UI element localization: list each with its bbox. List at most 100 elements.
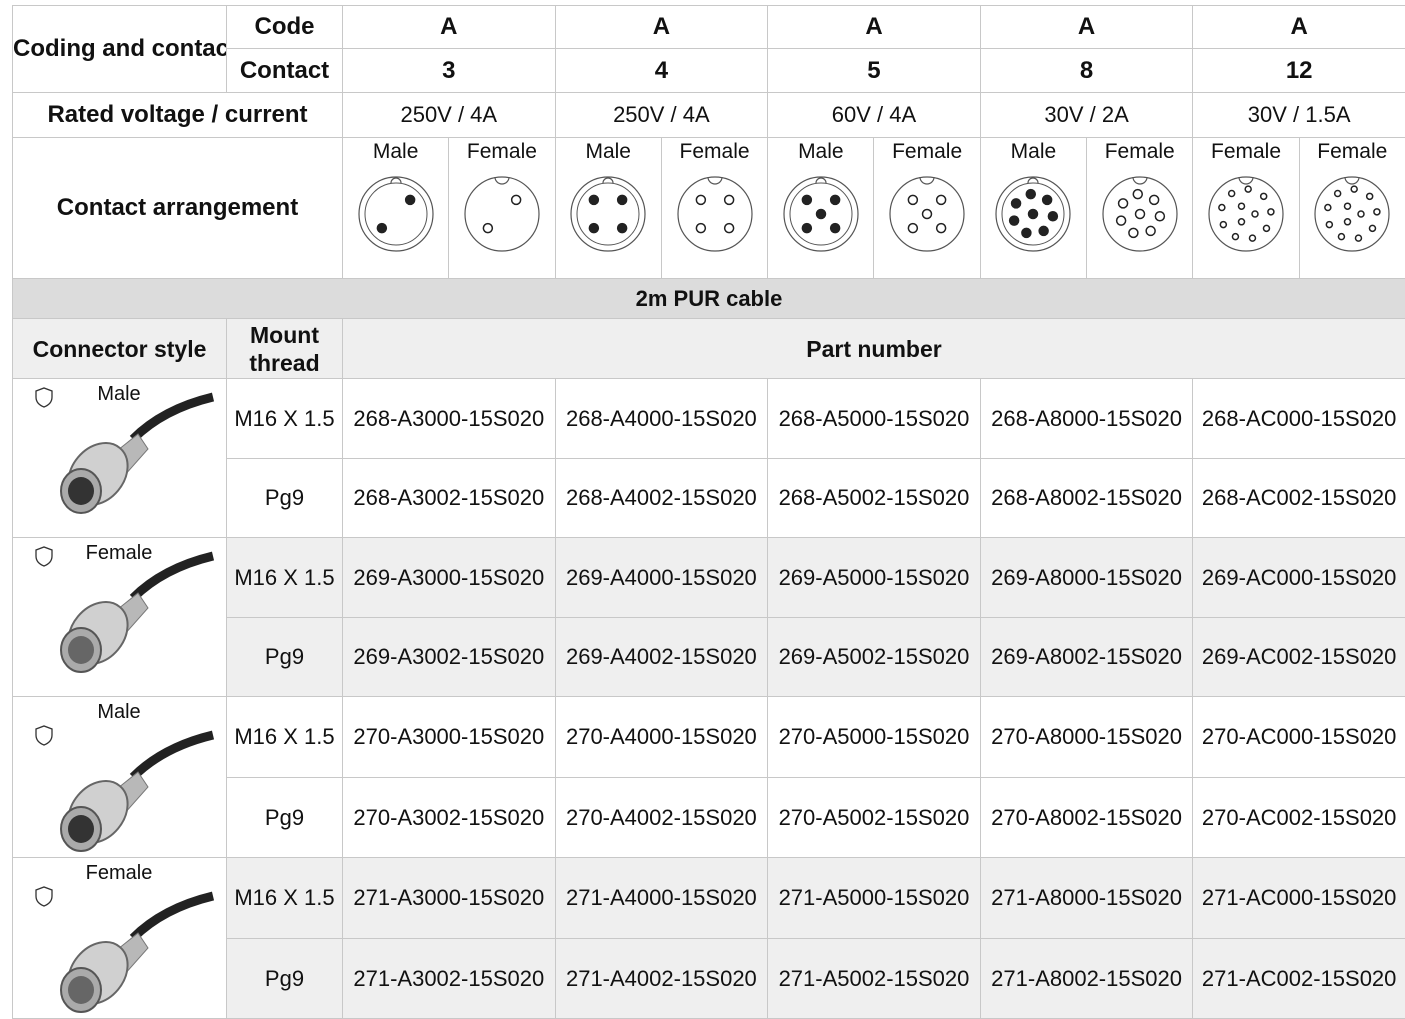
rating-cell: 60V / 4A	[768, 93, 981, 138]
rating-cell: 30V / 2A	[980, 93, 1193, 138]
mount-thread: Pg9	[227, 618, 343, 697]
gender-label: Female	[662, 140, 767, 164]
arrangement-cell: Female	[1193, 138, 1299, 279]
part-number: 271-A4002-15S020	[555, 939, 768, 1019]
gender-label: Male	[556, 140, 661, 164]
mount-thread: M16 X 1.5	[227, 538, 343, 618]
spec-table: Coding and contactsCodeAAAAAContact34581…	[12, 5, 1405, 1019]
part-number: 268-A5002-15S020	[768, 459, 981, 538]
mount-thread: M16 X 1.5	[227, 697, 343, 778]
pin-diagram	[887, 174, 967, 254]
code-cell: A	[980, 6, 1193, 49]
arrangement-cell: Male	[343, 138, 449, 279]
pin-diagram	[462, 174, 542, 254]
part-number: 269-A3002-15S020	[343, 618, 556, 697]
mount-thread: Pg9	[227, 939, 343, 1019]
row-label: Code	[227, 6, 343, 49]
section-title: 2m PUR cable	[13, 279, 1405, 319]
part-number: 270-A4000-15S020	[555, 697, 768, 778]
part-number: 270-A3000-15S020	[343, 697, 556, 778]
pin-diagram	[993, 174, 1073, 254]
arrangement-cell: Male	[980, 138, 1086, 279]
part-number: 268-A3002-15S020	[343, 459, 556, 538]
column-header: Part number	[343, 319, 1405, 379]
row-label: Coding and contacts	[13, 6, 227, 93]
gender-label: Female	[1300, 140, 1405, 164]
rating-cell: 250V / 4A	[343, 93, 556, 138]
pin-diagram	[1100, 174, 1180, 254]
code-cell: A	[555, 6, 768, 49]
pin-diagram	[1312, 174, 1392, 254]
connector-style: Female	[13, 858, 227, 1019]
gender-label: Female	[1087, 140, 1192, 164]
connector-style: Male	[13, 379, 227, 538]
part-number: 269-A5000-15S020	[768, 538, 981, 618]
part-number: 268-A8002-15S020	[980, 459, 1193, 538]
part-number: 270-A8002-15S020	[980, 778, 1193, 858]
gender-label: Male	[768, 140, 873, 164]
row-label: Rated voltage / current	[13, 93, 343, 138]
part-number: 270-AC000-15S020	[1193, 697, 1405, 778]
mount-thread: M16 X 1.5	[227, 379, 343, 459]
connector-style: Male	[13, 697, 227, 858]
part-number: 270-A8000-15S020	[980, 697, 1193, 778]
pin-diagram	[356, 174, 436, 254]
part-number: 270-AC002-15S020	[1193, 778, 1405, 858]
part-number: 268-A4000-15S020	[555, 379, 768, 459]
row-label: Contact arrangement	[13, 138, 343, 279]
style-label: Female	[83, 862, 155, 885]
part-number: 269-A4000-15S020	[555, 538, 768, 618]
arrangement-cell: Female	[661, 138, 767, 279]
arrangement-cell: Male	[555, 138, 661, 279]
arrangement-cell: Female	[449, 138, 555, 279]
part-number: 269-A4002-15S020	[555, 618, 768, 697]
part-number: 268-A3000-15S020	[343, 379, 556, 459]
part-number: 271-A8000-15S020	[980, 858, 1193, 939]
part-number: 268-A8000-15S020	[980, 379, 1193, 459]
gender-label: Male	[981, 140, 1086, 164]
pin-diagram	[568, 174, 648, 254]
code-cell: A	[1193, 6, 1405, 49]
contact-cell: 5	[768, 49, 981, 93]
column-header: Connector style	[13, 319, 227, 379]
part-number: 271-AC000-15S020	[1193, 858, 1405, 939]
mount-thread: Pg9	[227, 459, 343, 538]
contact-cell: 3	[343, 49, 556, 93]
gender-label: Female	[1193, 140, 1298, 164]
part-number: 268-A4002-15S020	[555, 459, 768, 538]
contact-cell: 12	[1193, 49, 1405, 93]
gender-label: Female	[874, 140, 979, 164]
part-number: 270-A4002-15S020	[555, 778, 768, 858]
style-label: Female	[83, 542, 155, 565]
code-cell: A	[343, 6, 556, 49]
part-number: 271-A4000-15S020	[555, 858, 768, 939]
gender-label: Female	[449, 140, 554, 164]
rating-cell: 250V / 4A	[555, 93, 768, 138]
part-number: 271-A3002-15S020	[343, 939, 556, 1019]
part-number: 271-A3000-15S020	[343, 858, 556, 939]
table-body: Coding and contactsCodeAAAAAContact34581…	[13, 6, 1405, 1019]
part-number: 268-AC002-15S020	[1193, 459, 1405, 538]
style-label: Male	[83, 383, 155, 406]
style-label: Male	[83, 701, 155, 724]
part-number: 268-A5000-15S020	[768, 379, 981, 459]
code-cell: A	[768, 6, 981, 49]
contact-cell: 8	[980, 49, 1193, 93]
part-number: 270-A5002-15S020	[768, 778, 981, 858]
table-row: Coding and contactsCodeAAAAA	[13, 6, 1405, 49]
gender-label: Male	[343, 140, 448, 164]
part-number: 271-A5002-15S020	[768, 939, 981, 1019]
part-number: 270-A5000-15S020	[768, 697, 981, 778]
column-header: Mount thread	[227, 319, 343, 379]
pin-diagram	[675, 174, 755, 254]
part-number: 269-A8002-15S020	[980, 618, 1193, 697]
pin-diagram	[1206, 174, 1286, 254]
part-number: 271-A8002-15S020	[980, 939, 1193, 1019]
